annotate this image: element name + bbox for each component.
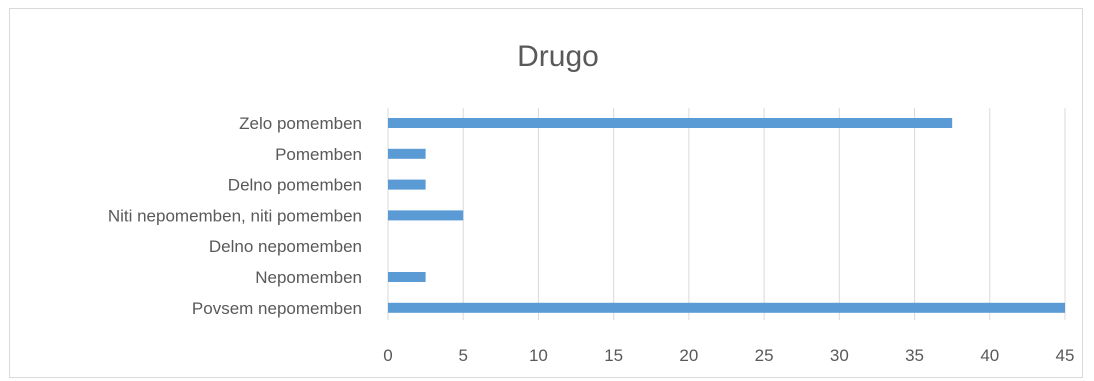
gridlines (387, 108, 1066, 320)
bar (388, 302, 1065, 313)
x-tick-label: 5 (458, 346, 467, 365)
bars (388, 118, 1065, 313)
category-labels: Zelo pomemben Pomemben Delno pomemben Niti … (108, 114, 362, 318)
category-label: Pomemben (275, 145, 362, 164)
bar (388, 272, 426, 282)
x-tick-label: 25 (755, 346, 774, 365)
category-label: Delno pomemben (228, 176, 362, 195)
chart-title: Drugo (517, 40, 599, 73)
x-tick-label: 15 (604, 346, 623, 365)
bar (388, 179, 426, 190)
x-tick-label: 30 (830, 346, 849, 365)
x-tick-label: 20 (679, 346, 698, 365)
x-tick-label: 45 (1056, 346, 1075, 365)
chart-frame (9, 8, 1083, 378)
bar (388, 118, 953, 128)
x-axis-tick-labels: 0 5 10 15 20 25 30 35 40 45 (383, 346, 1074, 365)
x-tick-label: 40 (980, 346, 999, 365)
category-label: Niti nepomemben, niti pomemben (108, 206, 362, 225)
bar (388, 148, 426, 159)
category-label: Povsem nepomemben (192, 299, 362, 318)
x-tick-label: 0 (383, 346, 392, 365)
bar (388, 210, 464, 221)
category-label: Nepomemben (255, 268, 362, 287)
x-tick-label: 35 (905, 346, 924, 365)
x-tick-label: 10 (529, 346, 548, 365)
category-label: Zelo pomemben (239, 114, 362, 133)
category-label: Delno nepomemben (209, 237, 362, 256)
